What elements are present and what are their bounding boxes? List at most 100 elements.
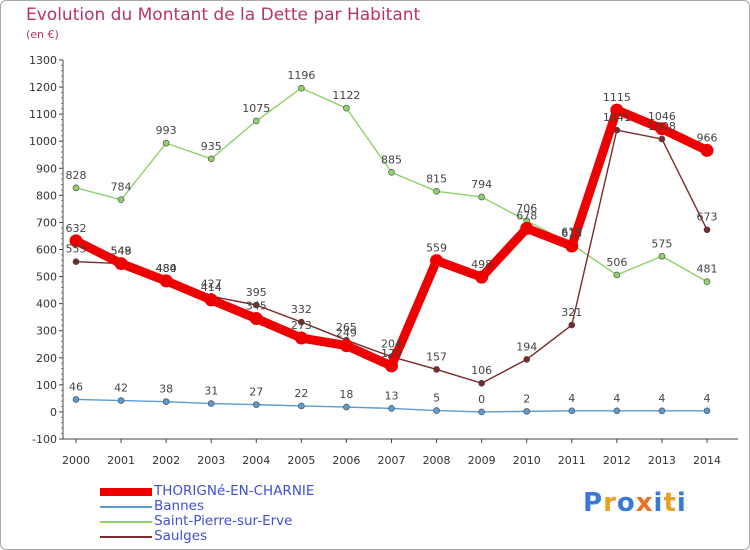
x-tick-label: 2008 bbox=[423, 454, 451, 467]
data-label: 345 bbox=[246, 300, 267, 313]
data-point bbox=[658, 252, 666, 260]
data-point bbox=[298, 318, 305, 326]
data-point bbox=[162, 398, 170, 405]
data-label: 249 bbox=[336, 327, 357, 340]
data-label: 828 bbox=[66, 169, 87, 182]
data-point bbox=[433, 187, 440, 195]
y-tick-label: 800 bbox=[36, 189, 57, 202]
data-point bbox=[475, 270, 489, 284]
data-point bbox=[207, 400, 215, 407]
data-label: 673 bbox=[697, 211, 718, 224]
logo-letter: r bbox=[603, 488, 617, 518]
data-label: 31 bbox=[204, 385, 218, 398]
data-label: 18 bbox=[339, 388, 353, 401]
data-label: 1075 bbox=[242, 102, 270, 115]
data-point bbox=[523, 408, 531, 415]
data-point bbox=[703, 278, 711, 286]
legend-label: Saulges bbox=[154, 528, 208, 544]
proxiti-logo: Proxiti bbox=[583, 488, 687, 518]
data-label: 414 bbox=[201, 281, 222, 294]
y-tick-label: 700 bbox=[36, 216, 57, 229]
logo-letter: o bbox=[616, 488, 636, 518]
y-tick-label: 1100 bbox=[29, 108, 57, 121]
data-label: 1196 bbox=[287, 69, 315, 82]
data-label: 1046 bbox=[648, 110, 676, 123]
data-point bbox=[162, 139, 170, 147]
data-point bbox=[72, 396, 80, 403]
x-tick-label: 2000 bbox=[62, 454, 90, 467]
data-point bbox=[298, 84, 305, 92]
x-tick-label: 2014 bbox=[693, 454, 721, 467]
data-label: 22 bbox=[294, 387, 308, 400]
data-label: 1122 bbox=[332, 89, 360, 102]
data-label: 38 bbox=[159, 383, 173, 396]
data-point bbox=[433, 407, 440, 414]
data-label: 13 bbox=[385, 389, 399, 402]
data-point bbox=[568, 321, 576, 329]
logo-letter: P bbox=[583, 488, 604, 518]
data-label: 427 bbox=[201, 277, 222, 290]
data-label: 4 bbox=[704, 392, 711, 405]
x-tick-label: 2003 bbox=[197, 454, 225, 467]
data-point bbox=[613, 407, 621, 415]
data-point bbox=[388, 405, 395, 412]
data-point bbox=[433, 366, 440, 373]
data-label: 27 bbox=[249, 386, 263, 399]
data-point bbox=[565, 239, 579, 253]
x-tick-label: 2005 bbox=[287, 454, 315, 467]
data-point bbox=[294, 331, 308, 345]
data-label: 273 bbox=[291, 319, 312, 332]
data-label: 506 bbox=[606, 256, 627, 269]
data-point bbox=[478, 379, 485, 387]
data-point bbox=[385, 359, 398, 373]
data-point bbox=[430, 254, 444, 268]
data-point bbox=[478, 408, 485, 416]
data-label: 498 bbox=[471, 258, 492, 271]
data-label: 194 bbox=[516, 340, 537, 353]
legend-label: Bannes bbox=[154, 498, 204, 514]
data-point bbox=[117, 397, 125, 404]
data-point bbox=[520, 221, 534, 235]
y-tick-label: 1300 bbox=[29, 54, 57, 67]
chart-unit: (en €) bbox=[26, 28, 59, 41]
y-tick-label: 100 bbox=[36, 379, 57, 392]
x-tick-label: 2010 bbox=[513, 454, 541, 467]
data-label: 549 bbox=[111, 245, 132, 258]
data-point bbox=[568, 407, 576, 415]
data-label: 42 bbox=[114, 382, 128, 395]
legend-swatch-saulges bbox=[100, 536, 152, 538]
data-label: 678 bbox=[516, 209, 537, 222]
y-tick-label: 200 bbox=[36, 352, 57, 365]
data-label: 4 bbox=[613, 392, 620, 405]
data-point bbox=[159, 274, 173, 288]
data-label: 157 bbox=[426, 350, 447, 363]
data-point bbox=[658, 407, 666, 415]
data-label: 332 bbox=[291, 303, 312, 316]
data-label: 170 bbox=[381, 347, 402, 360]
data-label: 46 bbox=[69, 380, 83, 393]
data-label: 966 bbox=[697, 131, 718, 144]
y-tick-label: 900 bbox=[36, 162, 57, 175]
data-point bbox=[204, 293, 218, 307]
data-label: 395 bbox=[246, 286, 267, 299]
x-tick-label: 2009 bbox=[468, 454, 496, 467]
data-point bbox=[69, 234, 83, 248]
data-label: 1041 bbox=[603, 111, 631, 124]
data-label: 2 bbox=[523, 392, 530, 405]
data-label: 4 bbox=[568, 392, 575, 405]
chart-title: Evolution du Montant de la Dette par Hab… bbox=[26, 5, 421, 25]
x-tick-label: 2012 bbox=[603, 454, 631, 467]
data-point bbox=[613, 271, 621, 279]
data-label: 106 bbox=[471, 364, 492, 377]
data-point bbox=[343, 104, 350, 112]
data-point bbox=[343, 403, 350, 411]
data-label: 613 bbox=[561, 227, 582, 240]
x-tick-label: 2006 bbox=[332, 454, 360, 467]
data-point bbox=[72, 184, 80, 192]
legend-label: Saint-Pierre-sur-Erve bbox=[154, 513, 293, 529]
data-label: 484 bbox=[156, 262, 177, 275]
y-tick-label: 1000 bbox=[29, 135, 57, 148]
data-label: 632 bbox=[66, 222, 87, 235]
